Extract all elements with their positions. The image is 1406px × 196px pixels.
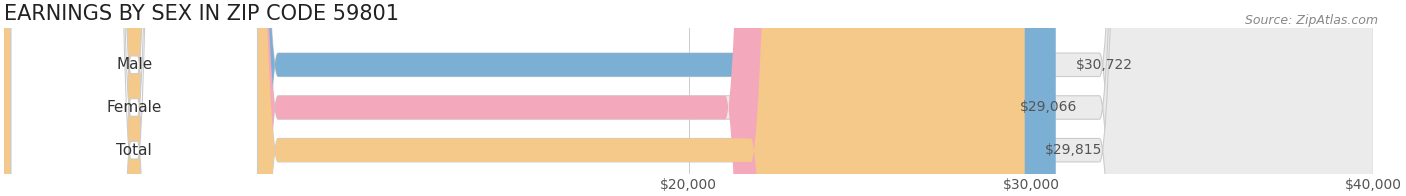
Text: Source: ZipAtlas.com: Source: ZipAtlas.com	[1244, 14, 1378, 27]
Text: Female: Female	[107, 100, 162, 115]
FancyBboxPatch shape	[4, 0, 1056, 196]
FancyBboxPatch shape	[4, 0, 1374, 196]
FancyBboxPatch shape	[4, 0, 1374, 196]
FancyBboxPatch shape	[11, 0, 257, 196]
Text: EARNINGS BY SEX IN ZIP CODE 59801: EARNINGS BY SEX IN ZIP CODE 59801	[4, 4, 399, 24]
Text: $29,815: $29,815	[1045, 143, 1102, 157]
Text: Male: Male	[117, 57, 152, 72]
FancyBboxPatch shape	[4, 0, 1000, 196]
Text: $29,066: $29,066	[1019, 101, 1077, 114]
FancyBboxPatch shape	[4, 0, 1025, 196]
FancyBboxPatch shape	[11, 0, 257, 196]
Text: Total: Total	[117, 143, 152, 158]
Text: $30,722: $30,722	[1076, 58, 1133, 72]
FancyBboxPatch shape	[4, 0, 1374, 196]
FancyBboxPatch shape	[11, 0, 257, 196]
